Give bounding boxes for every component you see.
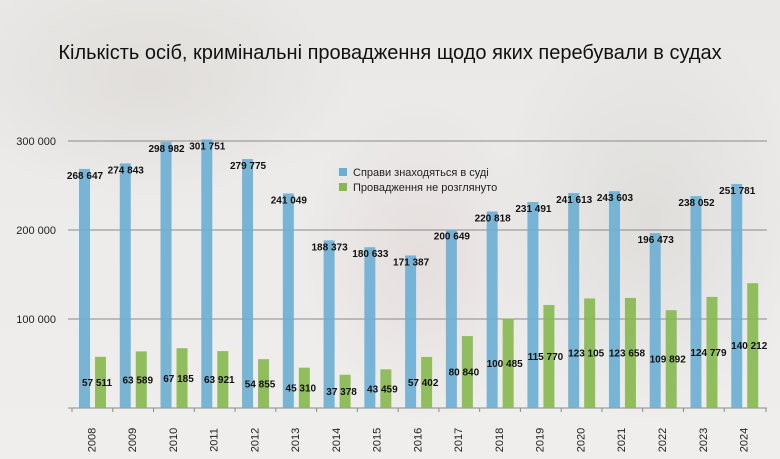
data-label-not-reviewed: 123 658: [609, 348, 646, 359]
bar-in-court: [690, 196, 702, 408]
x-tick-label: 2017: [453, 428, 465, 452]
y-tick-label: 300 000: [16, 136, 56, 148]
x-tick-label: 2010: [168, 428, 180, 452]
data-label-in-court: 251 781: [719, 186, 756, 197]
x-tick-label: 2008: [86, 428, 98, 452]
x-tick-label: 2014: [331, 428, 343, 452]
x-tick-label: 2015: [372, 428, 384, 452]
data-label-not-reviewed: 45 310: [286, 384, 317, 395]
legend-item-not-reviewed: Провадження не розглянуто: [339, 181, 497, 196]
data-label-not-reviewed: 80 840: [449, 368, 480, 379]
bar-in-court: [242, 159, 254, 408]
data-label-in-court: 268 647: [67, 171, 104, 182]
bar-not-reviewed: [706, 296, 718, 408]
data-label-not-reviewed: 115 770: [528, 352, 564, 363]
bar-not-reviewed: [421, 356, 433, 408]
x-tick-label: 2016: [412, 428, 424, 452]
bar-in-court: [282, 193, 294, 408]
bar-not-reviewed: [624, 297, 636, 408]
data-label-in-court: 220 818: [475, 213, 512, 224]
bar-not-reviewed: [543, 304, 555, 408]
x-tick-label: 2018: [494, 428, 506, 452]
bar-not-reviewed: [461, 336, 473, 408]
data-label-in-court: 188 373: [312, 242, 349, 253]
data-label-not-reviewed: 124 779: [690, 348, 727, 359]
bar-not-reviewed: [502, 318, 514, 408]
bar-in-court: [79, 168, 90, 408]
x-tick-label: 2012: [249, 428, 261, 452]
bar-in-court: [364, 247, 376, 408]
legend-label: Провадження не розглянуто: [353, 182, 498, 194]
data-label-not-reviewed: 67 185: [163, 374, 194, 385]
data-label-not-reviewed: 57 511: [82, 378, 112, 389]
x-tick-label: 2020: [575, 428, 587, 452]
bar-in-court: [405, 255, 417, 408]
legend-swatch-blue: [339, 168, 347, 176]
data-label-in-court: 241 613: [556, 195, 593, 206]
bar-not-reviewed: [95, 356, 106, 408]
data-label-in-court: 301 751: [189, 141, 226, 152]
bar-in-court: [119, 163, 131, 408]
data-label-in-court: 196 473: [638, 235, 675, 246]
bar-not-reviewed: [747, 283, 759, 408]
data-label-in-court: 243 603: [597, 193, 634, 204]
bar-not-reviewed: [665, 310, 677, 408]
bar-not-reviewed: [176, 348, 188, 408]
data-label-in-court: 241 049: [271, 195, 308, 206]
data-label-in-court: 171 387: [393, 257, 430, 268]
data-label-not-reviewed: 43 459: [367, 384, 398, 395]
legend: Справи знаходяться в суді Провадження не…: [339, 166, 497, 196]
bar-in-court: [486, 211, 498, 408]
legend-swatch-green: [339, 183, 347, 191]
x-tick-label: 2011: [209, 428, 221, 452]
data-label-not-reviewed: 140 212: [731, 341, 768, 352]
bar-in-court: [731, 183, 743, 408]
bar-not-reviewed: [380, 369, 392, 408]
x-tick-label: 2009: [127, 428, 139, 452]
data-label-in-court: 238 052: [678, 198, 715, 209]
legend-item-in-court: Справи знаходяться в суді: [339, 166, 497, 181]
bar-not-reviewed: [584, 298, 596, 408]
bar-not-reviewed: [135, 351, 147, 408]
data-label-in-court: 279 775: [230, 161, 267, 172]
bar-in-court: [608, 191, 620, 408]
data-label-not-reviewed: 57 402: [408, 378, 439, 389]
x-tick-label: 2023: [698, 428, 710, 452]
data-label-in-court: 274 843: [108, 165, 145, 176]
x-tick-label: 2019: [535, 428, 547, 452]
bar-not-reviewed: [258, 359, 270, 408]
bar-in-court: [201, 139, 213, 409]
x-tick-label: 2022: [657, 428, 669, 452]
y-tick-label: 200 000: [16, 225, 56, 237]
bar-in-court: [527, 201, 539, 408]
bar-not-reviewed: [217, 351, 229, 408]
data-label-in-court: 180 633: [352, 249, 389, 260]
data-label-in-court: 200 649: [434, 231, 471, 242]
chart-title: Кількість осіб, кримінальні провадження …: [58, 42, 722, 64]
y-tick-label: 100 000: [16, 314, 56, 326]
x-tick-label: 2013: [290, 428, 302, 452]
data-label-not-reviewed: 100 485: [487, 359, 524, 370]
bar-in-court: [160, 141, 172, 409]
bar-in-court: [568, 192, 580, 408]
bar-not-reviewed: [298, 367, 310, 408]
data-label-not-reviewed: 109 892: [650, 355, 687, 366]
data-label-not-reviewed: 63 589: [122, 375, 153, 386]
data-label-in-court: 298 982: [148, 144, 185, 155]
x-tick-label: 2021: [616, 428, 628, 452]
bar-in-court: [649, 233, 661, 408]
x-tick-label: 2024: [739, 428, 751, 452]
data-label-in-court: 231 491: [515, 204, 552, 215]
data-label-not-reviewed: 63 921: [204, 375, 235, 386]
data-label-not-reviewed: 123 105: [568, 349, 605, 360]
data-label-not-reviewed: 54 855: [245, 379, 276, 390]
bar-in-court: [323, 240, 335, 408]
legend-label: Справи знаходяться в суді: [353, 167, 489, 179]
bar-not-reviewed: [339, 374, 351, 408]
bar-in-court: [445, 229, 457, 408]
data-label-not-reviewed: 37 378: [326, 387, 357, 398]
